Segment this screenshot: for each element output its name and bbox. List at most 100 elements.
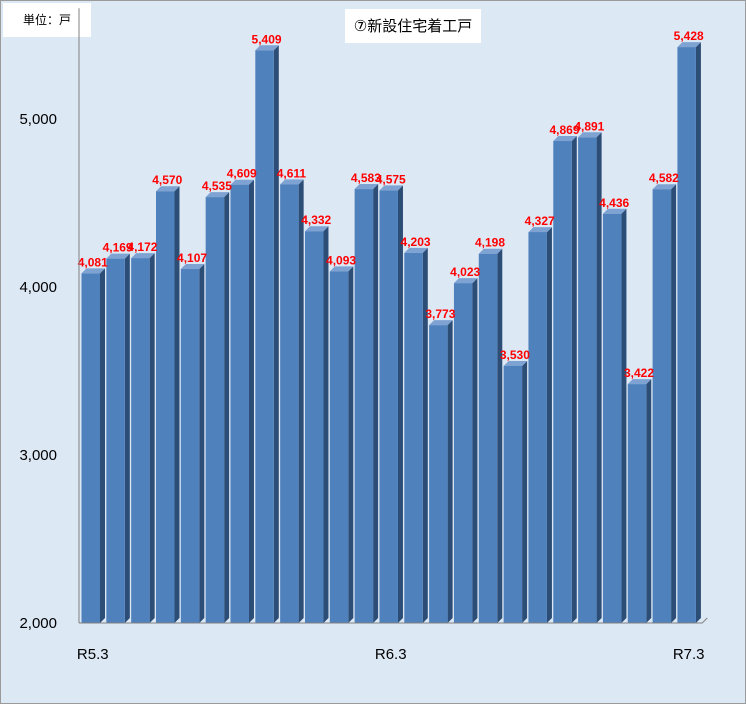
bar-24 xyxy=(677,42,701,623)
bar-front-24 xyxy=(677,47,696,623)
bar-side-18 xyxy=(546,227,552,623)
bar-top-2 xyxy=(131,253,155,259)
bar-12 xyxy=(379,185,403,623)
bar-side-23 xyxy=(671,184,677,623)
bar-side-20 xyxy=(596,132,602,623)
bar-top-19 xyxy=(553,136,577,142)
bar-side-22 xyxy=(646,379,652,623)
y-tick-label-0: 2,000 xyxy=(19,615,57,632)
bar-3 xyxy=(155,186,180,624)
bar-17 xyxy=(503,360,528,623)
bar-11 xyxy=(354,184,379,623)
bar-top-10 xyxy=(329,266,354,272)
chart-title: ⑦新設住宅着工戸 xyxy=(345,9,481,43)
bar-front-14 xyxy=(429,325,448,623)
data-label-6: 4,609 xyxy=(227,167,257,181)
bar-front-10 xyxy=(329,271,349,623)
bar-side-1 xyxy=(124,253,130,623)
bar-front-3 xyxy=(155,191,175,624)
bar-22 xyxy=(627,379,652,623)
bar-side-8 xyxy=(298,179,304,624)
bar-side-9 xyxy=(323,226,329,623)
bar-top-3 xyxy=(155,186,180,192)
bar-side-6 xyxy=(248,179,254,624)
bar-front-23 xyxy=(652,189,672,623)
bar-5 xyxy=(205,192,230,623)
bar-23 xyxy=(652,184,677,623)
x-axis-line xyxy=(79,617,708,624)
bar-front-2 xyxy=(131,258,150,623)
data-label-13: 4,203 xyxy=(401,235,431,249)
bar-front-11 xyxy=(354,189,374,623)
bar-side-10 xyxy=(348,266,354,623)
data-label-16: 4,198 xyxy=(475,236,505,250)
data-label-19: 4,869 xyxy=(550,123,580,137)
bar-top-6 xyxy=(230,179,254,185)
bar-front-9 xyxy=(304,231,324,623)
data-label-1: 4,169 xyxy=(103,241,133,255)
data-label-22: 3,422 xyxy=(624,366,654,380)
bar-front-19 xyxy=(553,141,572,623)
bar-1 xyxy=(106,253,130,623)
bar-front-18 xyxy=(528,232,547,623)
bar-side-16 xyxy=(497,248,503,623)
bar-top-12 xyxy=(379,185,403,191)
bar-8 xyxy=(280,179,304,624)
data-label-8: 4,611 xyxy=(277,166,307,180)
bar-7 xyxy=(255,45,279,623)
y-tick-label-1: 3,000 xyxy=(19,447,57,464)
bar-side-12 xyxy=(397,185,403,623)
axes-group: 2,000 3,000 4,000 5,000 R5.3 R6.3 R7.3 xyxy=(19,8,708,663)
bar-front-12 xyxy=(379,190,398,623)
bar-side-17 xyxy=(522,360,528,623)
bar-side-4 xyxy=(199,264,205,623)
bar-top-21 xyxy=(602,208,627,214)
bar-side-19 xyxy=(571,136,577,623)
bar-side-11 xyxy=(373,184,379,623)
bar-front-4 xyxy=(180,269,200,623)
bar-10 xyxy=(329,266,354,623)
y-tick-label-3: 5,000 xyxy=(19,111,57,128)
bar-front-8 xyxy=(280,184,299,624)
bar-15 xyxy=(453,278,478,623)
y-tick-label-2: 4,000 xyxy=(19,279,57,296)
bar-front-21 xyxy=(602,213,622,623)
bar-top-17 xyxy=(503,360,528,366)
bar-top-4 xyxy=(180,264,205,270)
unit-label: 単位：戸 xyxy=(3,3,91,37)
bar-front-20 xyxy=(578,137,597,623)
data-label-20: 4,891 xyxy=(574,119,604,133)
data-label-24: 5,428 xyxy=(674,29,704,43)
bar-18 xyxy=(528,227,552,623)
bar-top-15 xyxy=(453,278,478,284)
bar-top-11 xyxy=(354,184,379,190)
data-label-18: 4,327 xyxy=(525,214,555,228)
bar-side-13 xyxy=(422,247,428,623)
bar-side-3 xyxy=(174,186,180,624)
bar-4 xyxy=(180,264,205,623)
bar-20 xyxy=(578,132,602,623)
bar-side-2 xyxy=(149,253,155,623)
bar-top-14 xyxy=(429,320,453,326)
data-label-7: 5,409 xyxy=(252,32,282,46)
bar-21 xyxy=(602,208,627,623)
bar-6 xyxy=(230,179,254,624)
data-label-21: 4,436 xyxy=(599,196,629,210)
bars-group xyxy=(81,42,701,624)
bar-front-15 xyxy=(453,283,473,623)
data-label-2: 4,172 xyxy=(127,240,157,254)
bar-front-22 xyxy=(627,384,647,623)
bar-side-24 xyxy=(695,42,701,623)
data-label-17: 3,530 xyxy=(500,348,530,362)
bar-front-7 xyxy=(255,50,274,623)
bar-side-5 xyxy=(224,192,230,623)
bar-side-0 xyxy=(100,268,105,623)
bar-top-13 xyxy=(404,247,428,253)
bar-16 xyxy=(478,248,503,623)
data-label-10: 4,093 xyxy=(326,253,356,267)
x-tick-label-24: R7.3 xyxy=(673,646,705,663)
data-label-9: 4,332 xyxy=(301,213,331,227)
bar-front-5 xyxy=(205,197,225,623)
